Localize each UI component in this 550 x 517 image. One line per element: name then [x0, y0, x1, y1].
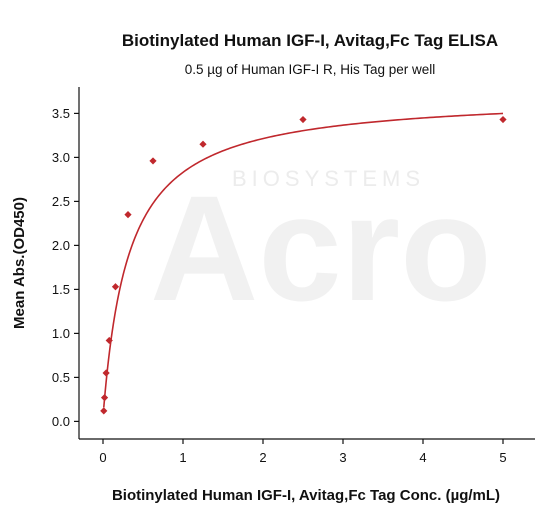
watermark-brand: Acro: [150, 164, 492, 332]
data-point: [100, 407, 108, 415]
x-tick-label: 1: [179, 450, 186, 465]
y-tick-label: 3.5: [52, 106, 70, 121]
y-ticks: 0.0 0.5 1.0 1.5 2.0 2.5 3.0 3.5: [52, 106, 79, 429]
data-point: [149, 157, 157, 165]
fit-curve: [102, 112, 504, 408]
y-tick-label: 1.5: [52, 282, 70, 297]
data-point: [100, 394, 109, 402]
chart-subtitle: 0.5 µg of Human IGF-I R, His Tag per wel…: [185, 62, 436, 77]
data-point: [299, 115, 307, 124]
axes: [78, 87, 535, 440]
y-tick-label: 2.0: [52, 238, 70, 253]
x-tick-label: 2: [259, 450, 266, 465]
y-tick-label: 3.0: [52, 150, 70, 165]
x-axis-label: Biotinylated Human IGF-I, Avitag,Fc Tag …: [112, 487, 500, 504]
x-tick-label: 4: [419, 450, 426, 465]
watermark: BIOSYSTEMS Acro: [150, 164, 492, 332]
data-point: [499, 115, 507, 124]
data-points: [100, 115, 507, 415]
data-point: [111, 283, 120, 291]
x-tick-label: 3: [339, 450, 346, 465]
data-point: [102, 369, 110, 377]
data-point: [105, 336, 113, 345]
y-tick-label: 1.0: [52, 326, 70, 341]
data-point: [124, 211, 132, 219]
y-axis-label: Mean Abs.(OD450): [11, 197, 28, 329]
watermark-brand-sub: BIOSYSTEMS: [232, 166, 425, 191]
x-tick-label: 0: [99, 450, 106, 465]
data-point: [199, 140, 207, 148]
x-tick-label: 5: [499, 450, 506, 465]
y-tick-label: 2.5: [52, 194, 70, 209]
y-tick-label: 0.0: [52, 414, 70, 429]
y-tick-label: 0.5: [52, 370, 70, 385]
x-ticks: 0 1 2 3 4 5: [99, 439, 507, 465]
chart-title: Biotinylated Human IGF-I, Avitag,Fc Tag …: [122, 31, 498, 50]
